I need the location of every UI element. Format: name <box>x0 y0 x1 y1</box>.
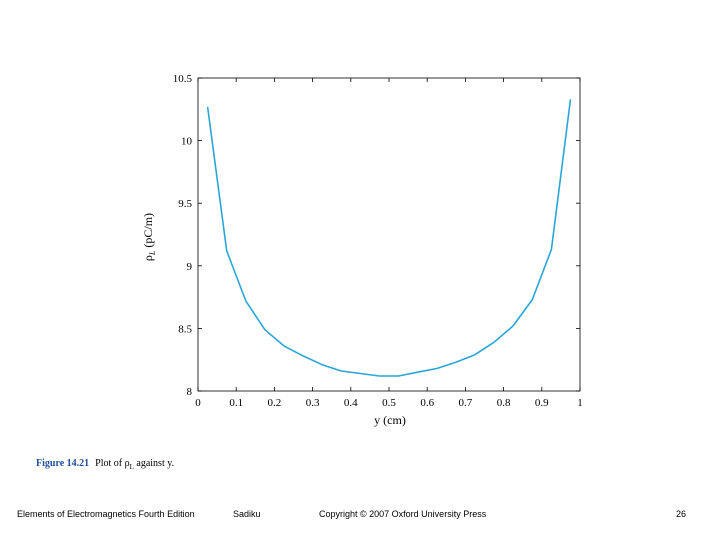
y-label-symbol: ρ <box>141 255 155 261</box>
figure-label: Figure 14.21 <box>36 458 90 469</box>
x-tick-label: 1 <box>577 397 583 409</box>
y-tick-label: 8 <box>187 386 193 398</box>
y-tick-label: 9 <box>187 261 193 273</box>
y-tick-label: 9.5 <box>178 198 192 210</box>
x-tick-label: 0 <box>195 397 201 409</box>
y-label-subscript: L <box>148 250 157 256</box>
caption-text-after: against y. <box>133 458 175 469</box>
x-tick-label: 0.6 <box>420 397 434 409</box>
x-axis-label: y (cm) <box>374 413 406 427</box>
y-tick-label: 10 <box>181 136 193 148</box>
footer-book-title: Elements of Electromagnetics Fourth Edit… <box>17 509 195 519</box>
y-tick-label: 10.5 <box>173 73 193 85</box>
series <box>206 99 572 377</box>
x-tick-label: 0.8 <box>497 397 511 409</box>
x-tick-label: 0.3 <box>306 397 320 409</box>
series-line <box>206 99 572 377</box>
y-label-unit: (pC/m) <box>141 213 155 248</box>
x-tick-label: 0.7 <box>459 397 473 409</box>
caption-subscript: L <box>129 463 134 471</box>
footer-copyright: Copyright © 2007 Oxford University Press <box>319 509 487 519</box>
x-tick-label: 0.1 <box>229 397 243 409</box>
caption-text-before: Plot of <box>95 458 125 469</box>
x-tick-label: 0.2 <box>268 397 282 409</box>
caption-symbol: ρ <box>124 458 130 469</box>
footer-page-number: 26 <box>676 509 687 519</box>
x-tick-label: 0.5 <box>382 397 396 409</box>
x-tick-label: 0.4 <box>344 397 358 409</box>
y-tick-label: 8.5 <box>178 323 192 335</box>
x-tick-label: 0.9 <box>535 397 549 409</box>
footer-author: Sadiku <box>233 509 261 519</box>
ticks: 0 0.1 0.2 0.3 0.4 0.5 0.6 0.7 0.8 0.9 1 8 8.5 9 9.5 10 1… <box>173 73 583 409</box>
figure-caption: Figure 14.21 Plot of ρL against y. <box>36 458 174 471</box>
plot-frame <box>197 77 581 392</box>
y-axis-label: ρL (pC/m) <box>141 213 157 261</box>
axes <box>197 77 581 392</box>
